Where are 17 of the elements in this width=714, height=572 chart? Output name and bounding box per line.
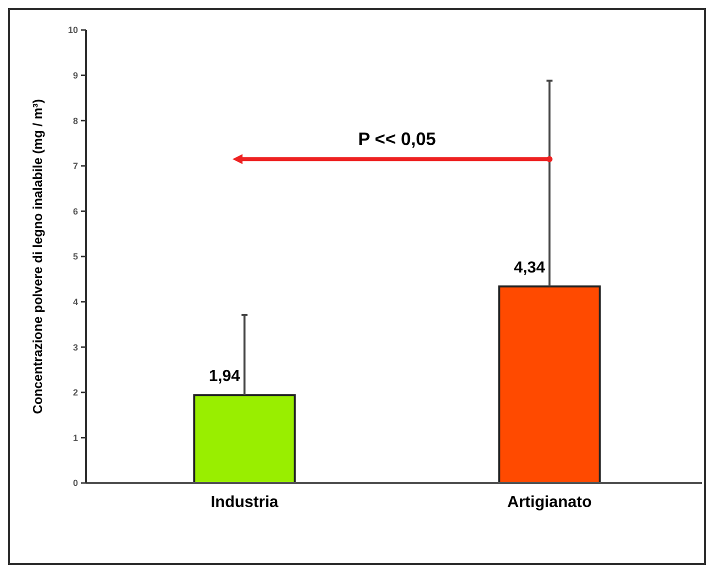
y-tick-label: 8 <box>72 116 78 126</box>
data-label: 4,34 <box>514 259 546 276</box>
annotation: P << 0,05 <box>358 129 436 150</box>
y-tick-label: 1 <box>72 432 78 443</box>
y-tick-label: 10 <box>68 25 78 36</box>
x-tick-label: Industria <box>210 494 278 511</box>
y-tick-label: 9 <box>72 70 78 80</box>
y-tick-label: 2 <box>72 388 78 398</box>
y-axis-title: Concentrazione polvere di legno inalabile (mg / m³) <box>30 99 45 414</box>
x-tick-label: Artigianato <box>507 494 592 511</box>
y-tick-label: 4 <box>72 296 78 307</box>
y-tick-label: 5 <box>72 252 78 262</box>
y-tick-label: 0 <box>72 478 78 488</box>
y-tick-label: 3 <box>72 342 78 352</box>
data-label: 1,94 <box>208 368 240 386</box>
y-tick-label: 7 <box>72 161 78 172</box>
y-tick-label: 6 <box>72 206 78 216</box>
